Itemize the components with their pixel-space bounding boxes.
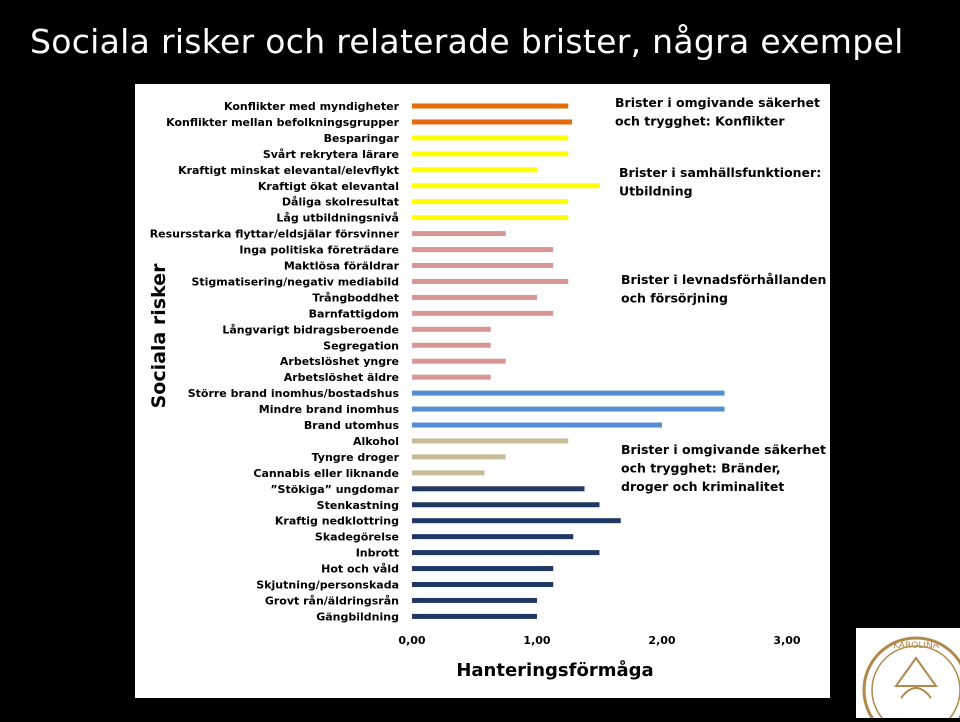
bar (412, 103, 569, 109)
bar (412, 278, 569, 284)
category-label: Trångboddhet (312, 291, 399, 304)
annotation-box (609, 158, 830, 206)
bar (412, 518, 621, 524)
x-tick-label: 1,00 (523, 634, 550, 647)
category-label: Gängbildning (316, 610, 399, 623)
category-label: Grovt rån/äldringsrån (265, 594, 399, 607)
annotation-line: Brister i omgivande säkerhet (615, 95, 820, 110)
annotation-line: Utbildning (619, 184, 693, 199)
bar (412, 119, 572, 125)
x-tick-labels: 0,00 1,00 2,00 3,00 (398, 634, 800, 647)
university-seal-logo: KAROLINA (856, 628, 960, 722)
bar (412, 151, 569, 157)
category-label: Konflikter med myndigheter (224, 100, 400, 113)
annotation-box (611, 435, 830, 502)
annotation-line: och trygghet: Konflikter (615, 114, 785, 129)
category-label: Alkohol (353, 435, 399, 448)
group-annotations: Brister i omgivande säkerhet och trygghet… (605, 88, 830, 502)
group-annotation: Brister i samhällsfunktioner: Utbildning (609, 158, 830, 206)
bar (412, 247, 554, 253)
category-label: Skjutning/personskada (256, 579, 399, 592)
category-label: Inga politiska företrädare (239, 244, 399, 257)
category-labels: Konflikter med myndigheter Konflikter mel… (150, 100, 400, 623)
annotation-line: Brister i omgivande säkerhet (621, 442, 826, 457)
category-label: Barnfattigdom (309, 307, 399, 320)
category-label: Tyngre droger (312, 451, 400, 464)
bar (412, 597, 537, 603)
category-label: Långvarigt bidragsberoende (222, 323, 399, 336)
category-label: Hot och våld (321, 563, 399, 576)
group-annotation: Brister i omgivande säkerhet och trygghet… (611, 435, 830, 502)
bar (412, 438, 569, 444)
bar (412, 167, 537, 173)
bar (412, 550, 600, 556)
slide-title: Sociala risker och relaterade brister, n… (30, 22, 904, 61)
bar (412, 358, 506, 364)
bar (412, 502, 600, 508)
bar (412, 582, 554, 587)
category-label: Cannabis eller liknande (253, 467, 399, 480)
category-label: Arbetslöshet äldre (284, 371, 399, 384)
bar (412, 326, 491, 332)
category-label: Konflikter mellan befolkningsgrupper (166, 116, 399, 129)
category-label: Resursstarka flyttar/eldsjälar försvinne… (150, 228, 400, 241)
bar (412, 342, 491, 348)
bar (412, 183, 600, 189)
category-label: Kraftigt ökat elevantal (258, 180, 399, 193)
bar (412, 135, 569, 141)
category-label: Brand utomhus (304, 419, 400, 432)
annotation-line: Brister i samhällsfunktioner: (619, 165, 821, 180)
category-label: ”Stökiga” ungdomar (270, 483, 399, 496)
category-label: Kraftigt minskat elevantal/elevflykt (178, 164, 399, 177)
category-label: Mindre brand inomhus (259, 403, 400, 416)
group-annotation: Brister i levnadsförhållanden och försörj… (611, 265, 830, 313)
category-label: Större brand inomhus/bostadshus (188, 387, 400, 400)
bar (412, 406, 725, 412)
annotation-line: och trygghet: Bränder, (621, 461, 781, 476)
category-label: Låg utbildningsnivå (276, 212, 399, 225)
bar (412, 566, 554, 572)
bar (412, 215, 569, 221)
y-axis-title: Sociala risker (148, 263, 170, 408)
category-label: Skadegörelse (315, 531, 399, 544)
bar (412, 613, 537, 619)
bar (412, 534, 574, 540)
bar (412, 231, 506, 237)
x-tick-label: 0,00 (398, 634, 425, 647)
bars (412, 103, 725, 619)
bar (412, 390, 725, 396)
category-label: Kraftig nedklottring (275, 515, 399, 528)
annotation-line: Brister i levnadsförhållanden (621, 272, 826, 287)
bar (412, 454, 506, 460)
category-label: Svårt rekrytera lärare (263, 148, 399, 161)
bar (412, 374, 491, 380)
bar (412, 422, 662, 428)
annotation-line: och försörjning (621, 291, 728, 306)
annotation-box (611, 265, 830, 313)
category-label: Stigmatisering/negativ mediabild (191, 275, 399, 288)
bar (412, 294, 537, 300)
chart-panel: Konflikter med myndigheter Konflikter mel… (135, 84, 830, 698)
bar (412, 310, 554, 316)
bar (412, 199, 569, 205)
category-label: Dåliga skolresultat (282, 196, 399, 209)
category-label: Arbetslöshet yngre (280, 355, 399, 368)
annotation-box (605, 88, 830, 136)
bar (412, 486, 585, 492)
annotation-line: droger och kriminalitet (621, 479, 784, 494)
svg-text:KAROLINA: KAROLINA (893, 641, 940, 651)
category-label: Inbrott (356, 547, 399, 560)
group-annotation: Brister i omgivande säkerhet och trygghet… (605, 88, 830, 136)
bar (412, 263, 554, 268)
x-axis-title: Hanteringsförmåga (456, 659, 653, 681)
category-label: Segregation (323, 339, 399, 352)
x-tick-label: 3,00 (773, 634, 800, 647)
bar-chart: Konflikter med myndigheter Konflikter mel… (148, 88, 830, 681)
bar (412, 470, 485, 476)
category-label: Besparingar (324, 132, 400, 145)
category-label: Stenkastning (317, 499, 399, 512)
category-label: Maktlösa föräldrar (284, 260, 400, 273)
x-tick-label: 2,00 (648, 634, 675, 647)
